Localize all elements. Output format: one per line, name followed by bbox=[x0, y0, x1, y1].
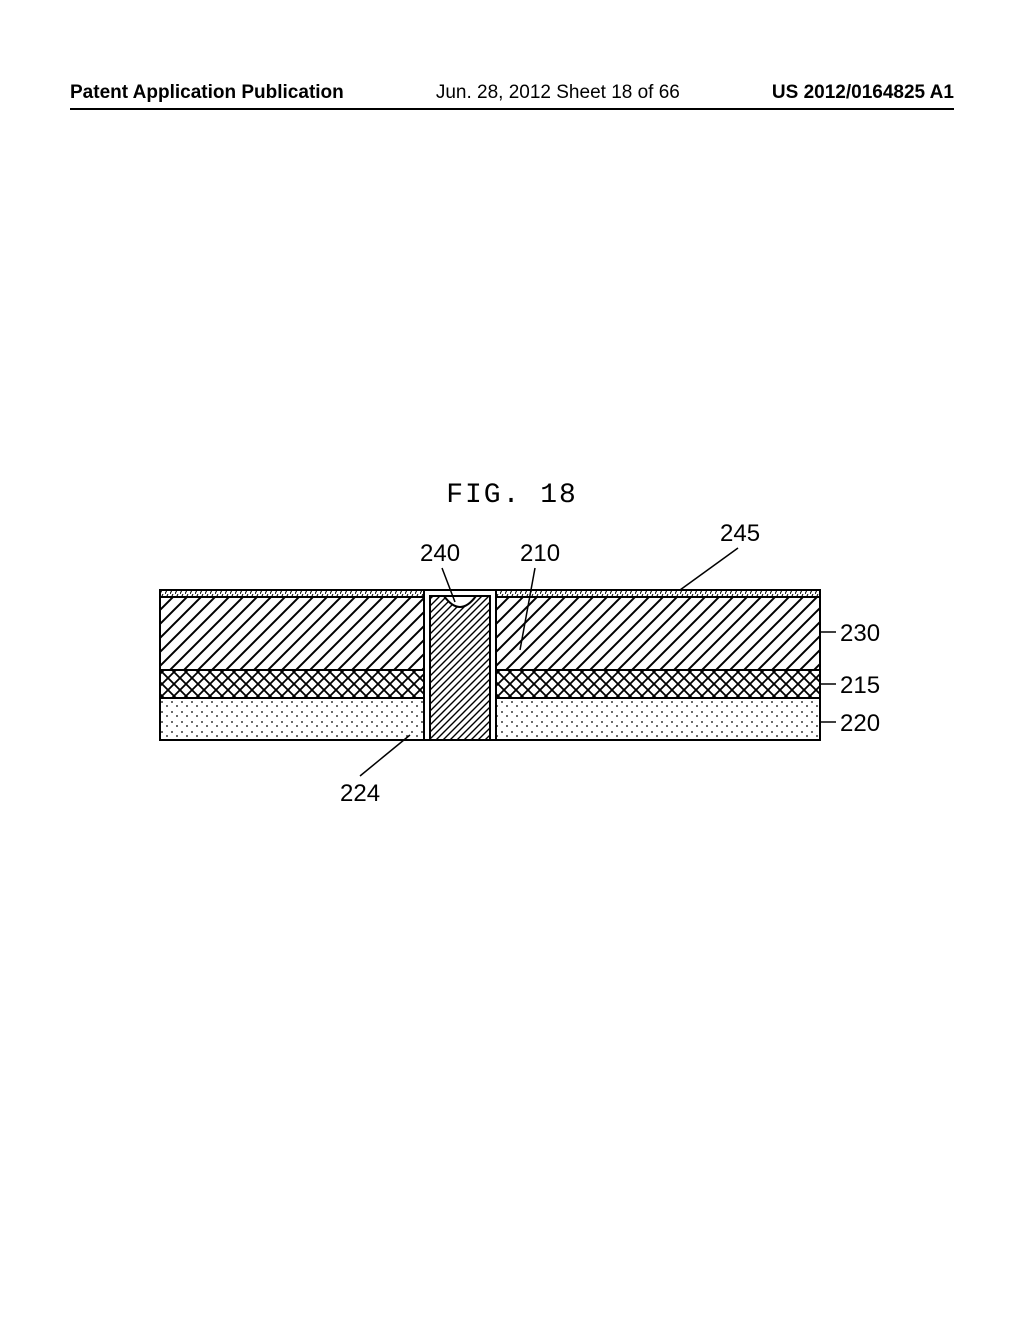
header-right: US 2012/0164825 A1 bbox=[772, 82, 954, 104]
label-230: 230 bbox=[840, 620, 880, 648]
page-header: Patent Application Publication Jun. 28, … bbox=[0, 82, 1024, 104]
layer-215-right bbox=[496, 670, 820, 698]
label-215: 215 bbox=[840, 672, 880, 700]
layer-230-left bbox=[160, 590, 424, 670]
layer-245-right bbox=[496, 590, 820, 597]
header-left: Patent Application Publication bbox=[70, 82, 344, 104]
layer-230-right bbox=[496, 590, 820, 670]
header-center: Jun. 28, 2012 Sheet 18 of 66 bbox=[436, 82, 680, 104]
label-210: 210 bbox=[520, 540, 560, 568]
layer-215-left bbox=[160, 670, 424, 698]
label-220: 220 bbox=[840, 710, 880, 738]
header-rule bbox=[70, 108, 954, 110]
leader-224 bbox=[360, 735, 410, 776]
plug-240 bbox=[430, 596, 490, 740]
leader-245 bbox=[680, 548, 738, 590]
layer-245-left bbox=[160, 590, 424, 597]
layer-220-right bbox=[496, 698, 820, 740]
figure-svg bbox=[120, 510, 880, 840]
layer-220-left bbox=[160, 698, 424, 740]
figure-diagram: 240 210 245 230 215 220 224 bbox=[120, 510, 880, 840]
label-245: 245 bbox=[720, 520, 760, 548]
label-224: 224 bbox=[340, 780, 380, 808]
figure-title: FIG. 18 bbox=[446, 480, 578, 511]
label-240: 240 bbox=[420, 540, 460, 568]
